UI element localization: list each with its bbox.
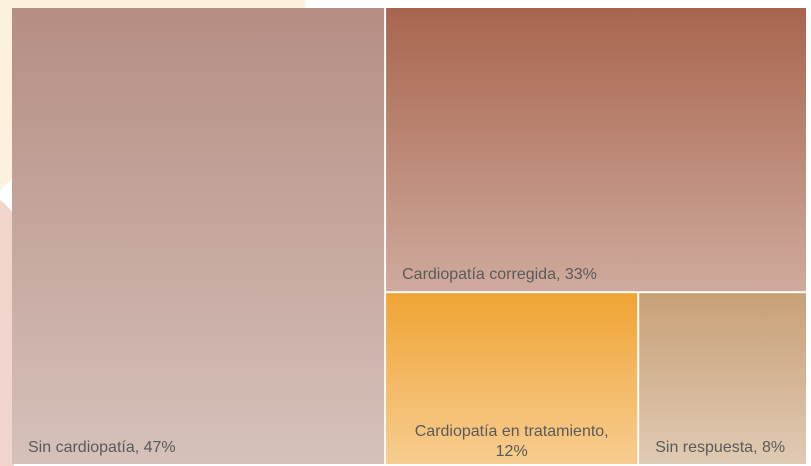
background-shape — [0, 200, 16, 466]
cell-shade — [386, 8, 806, 292]
cell-shade — [12, 8, 385, 464]
cell-label: Sin respuesta, 8% — [655, 439, 785, 456]
cell-label: Cardiopatía en tratamiento, 12% — [415, 423, 609, 460]
cell-label: Sin cardiopatía, 47% — [28, 439, 176, 456]
cell-shade — [639, 293, 806, 464]
cell-label: Cardiopatía corregida, 33% — [402, 266, 597, 283]
cell-shade — [386, 293, 638, 464]
